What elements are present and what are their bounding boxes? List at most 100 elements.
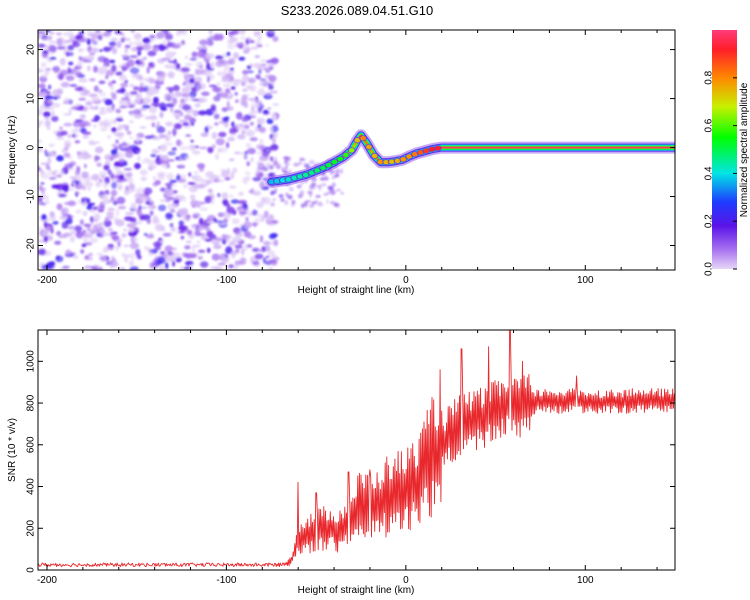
noise-speck <box>103 122 109 128</box>
ridge-blob <box>406 154 412 159</box>
noise-speck <box>228 264 235 269</box>
noise-speck <box>285 156 292 159</box>
noise-speck <box>255 167 260 175</box>
colorbar-gradient <box>712 30 737 269</box>
noise-speck <box>234 228 241 235</box>
noise-speck <box>309 184 314 190</box>
noise-speck <box>177 178 187 183</box>
noise-speck <box>304 202 308 208</box>
noise-speck <box>79 114 86 119</box>
noise-speck <box>195 85 200 93</box>
noise-speck <box>139 169 148 176</box>
noise-speck <box>178 157 183 162</box>
noise-speck <box>133 41 143 45</box>
noise-speck <box>126 130 132 135</box>
noise-speck <box>220 79 228 83</box>
noise-speck <box>82 234 92 238</box>
figure-title: S233.2026.089.04.51.G10 <box>281 3 434 18</box>
noise-speck <box>270 192 275 196</box>
colorbar-tick-label: 0.6 <box>704 118 715 132</box>
noise-speck <box>165 51 175 59</box>
noise-speck <box>167 151 176 156</box>
noise-speck <box>103 66 108 72</box>
noise-speck <box>340 192 344 195</box>
noise-speck <box>132 108 140 115</box>
noise-speck <box>257 88 266 96</box>
noise-speck <box>164 245 173 253</box>
noise-speck <box>269 144 279 151</box>
noise-speck <box>53 95 58 100</box>
noise-speck <box>239 30 245 36</box>
noise-speck <box>62 232 72 237</box>
noise-speck <box>88 154 92 159</box>
snr-x-axis: -200 -100 0 100 <box>37 330 658 586</box>
noise-speck <box>229 67 234 71</box>
noise-speck <box>170 226 176 232</box>
noise-speck <box>105 69 115 76</box>
noise-speck <box>260 58 267 63</box>
noise-speck <box>237 200 247 205</box>
noise-speck <box>201 91 210 97</box>
noise-speck <box>272 160 278 164</box>
noise-speck <box>133 33 143 41</box>
noise-speck <box>94 155 98 163</box>
noise-speck <box>207 34 216 41</box>
noise-speck <box>144 245 148 251</box>
x-tick-label: 0 <box>403 275 409 286</box>
noise-speck <box>187 182 196 185</box>
noise-speck <box>86 204 93 211</box>
noise-speck <box>93 124 97 128</box>
noise-speck <box>120 267 126 270</box>
noise-speck <box>42 91 47 95</box>
noise-speck <box>213 113 220 120</box>
ridge-blob <box>320 165 326 171</box>
noise-speck <box>141 104 151 109</box>
noise-speck <box>165 33 173 41</box>
noise-speck <box>269 165 274 170</box>
noise-speck <box>44 149 48 154</box>
noise-speck <box>173 123 183 130</box>
noise-speck <box>228 77 235 82</box>
noise-speck <box>85 55 95 61</box>
noise-speck <box>172 128 177 136</box>
spectrogram-x-axis: -200 -100 0 100 <box>37 30 658 286</box>
noise-speck <box>320 202 324 207</box>
ridge-blob <box>366 144 372 150</box>
noise-speck <box>129 266 139 270</box>
noise-speck <box>158 44 166 51</box>
noise-speck <box>38 120 44 125</box>
noise-speck <box>243 49 250 54</box>
noise-speck <box>88 105 95 110</box>
noise-speck <box>211 253 221 261</box>
noise-speck <box>326 199 329 204</box>
noise-speck <box>156 31 165 39</box>
noise-speck <box>198 164 205 172</box>
noise-speck <box>201 133 209 137</box>
colorbar-label: Normalized spectral amplitude <box>739 82 750 217</box>
noise-speck <box>110 174 115 179</box>
noise-speck <box>75 103 81 107</box>
noise-speck <box>237 134 246 140</box>
noise-speck <box>103 164 110 171</box>
noise-speck <box>157 256 166 265</box>
noise-speck <box>250 115 256 118</box>
noise-speck <box>164 96 171 101</box>
noise-speck <box>269 156 274 162</box>
noise-speck <box>103 232 110 237</box>
noise-speck <box>222 198 229 206</box>
noise-speck <box>118 132 125 137</box>
noise-speck <box>147 50 157 57</box>
noise-speck <box>93 213 101 221</box>
noise-speck <box>167 41 171 47</box>
noise-speck <box>83 197 88 201</box>
noise-speck <box>68 51 74 57</box>
noise-speck <box>142 37 151 44</box>
noise-speck <box>46 225 50 233</box>
noise-speck <box>158 102 167 109</box>
y-tick-label: 0 <box>26 144 37 150</box>
noise-speck <box>99 255 107 262</box>
noise-speck <box>291 200 296 205</box>
ridge-blob <box>394 158 401 163</box>
noise-speck <box>272 202 275 207</box>
noise-speck <box>38 123 41 128</box>
